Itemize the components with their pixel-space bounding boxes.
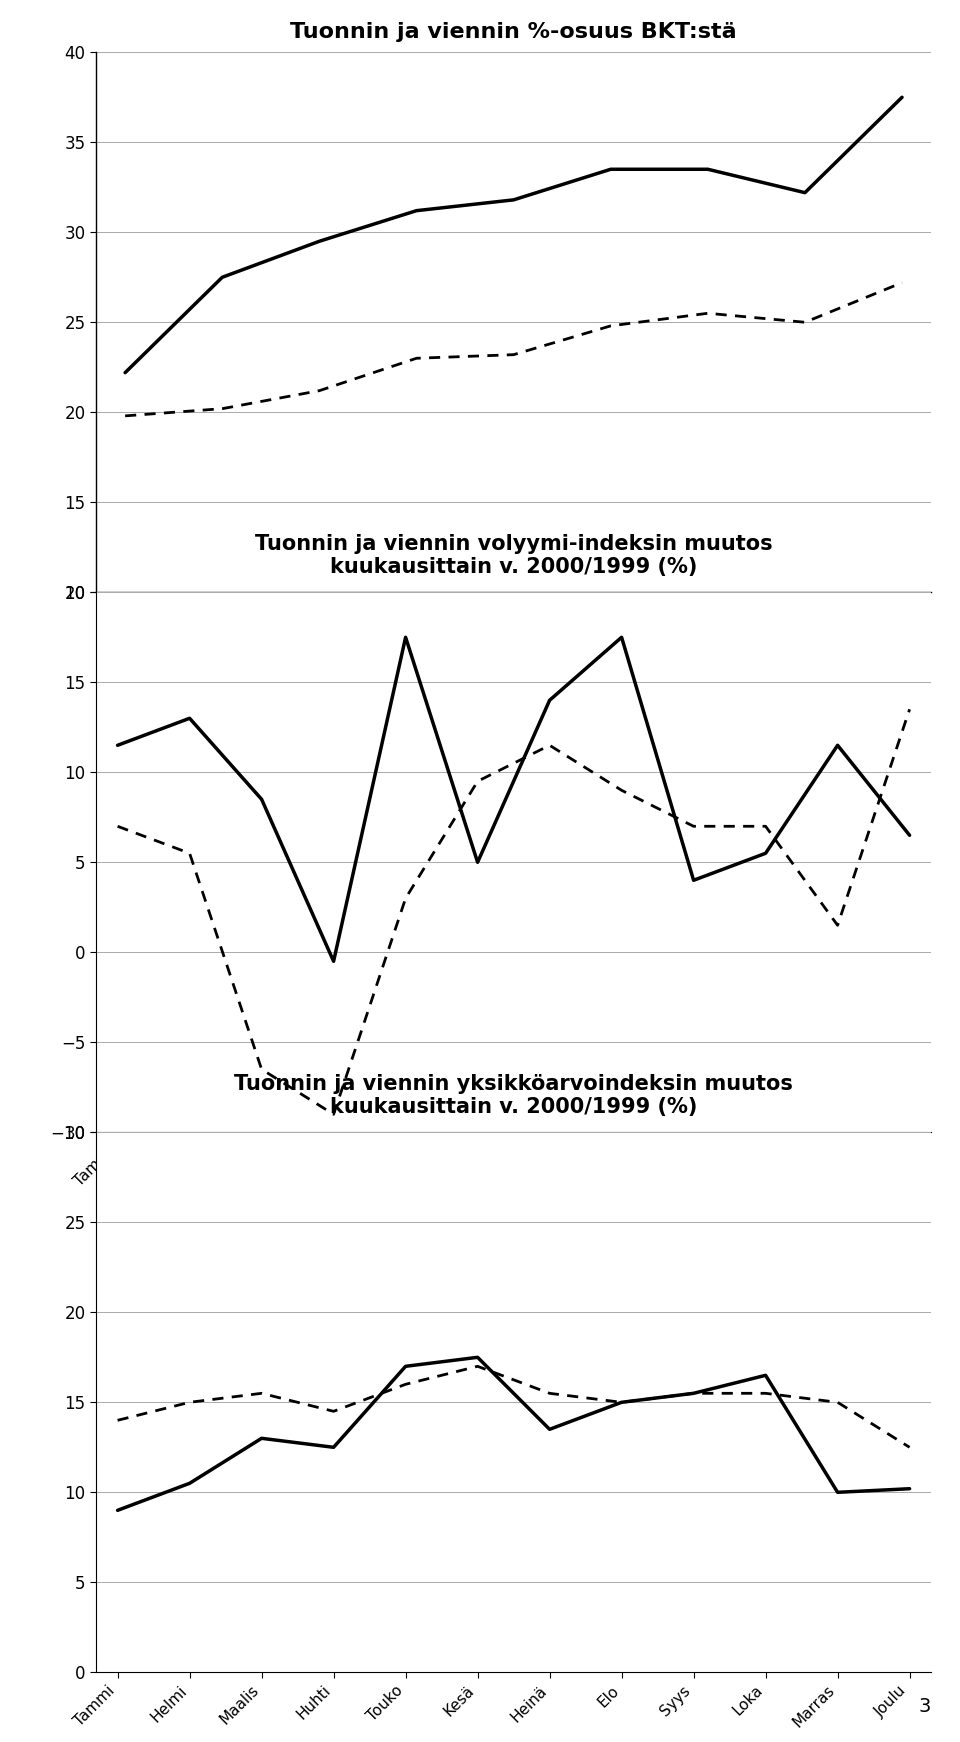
Title: Tuonnin ja viennin %-osuus BKT:stä: Tuonnin ja viennin %-osuus BKT:stä bbox=[290, 23, 737, 42]
Title: Tuonnin ja viennin yksikköarvoindeksin muutos
kuukausittain v. 2000/1999 (%): Tuonnin ja viennin yksikköarvoindeksin m… bbox=[234, 1073, 793, 1117]
Text: 3: 3 bbox=[919, 1697, 931, 1716]
Title: Tuonnin ja viennin volyymi-indeksin muutos
kuukausittain v. 2000/1999 (%): Tuonnin ja viennin volyymi-indeksin muut… bbox=[254, 533, 773, 577]
